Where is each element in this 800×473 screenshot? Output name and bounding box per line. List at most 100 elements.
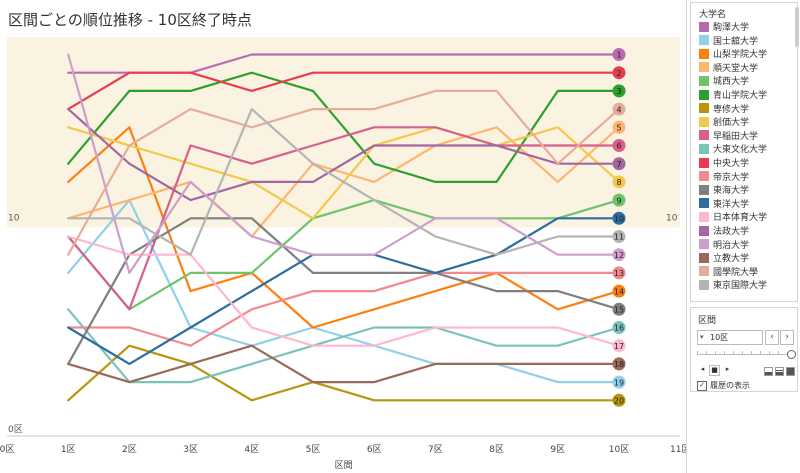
end-rank-label: 8	[616, 178, 621, 187]
legend-label: 東海大学	[713, 186, 750, 197]
legend-swatch	[699, 157, 709, 168]
legend-item[interactable]: 立教大学	[699, 252, 750, 266]
legend-item[interactable]: 帝京大学	[699, 171, 749, 185]
legend-swatch	[699, 198, 709, 209]
end-point	[612, 375, 626, 389]
series-line	[67, 271, 621, 347]
end-rank-label: 3	[616, 87, 621, 96]
legend-item[interactable]: 駒澤大学	[699, 21, 750, 35]
legend-swatch	[699, 48, 709, 59]
speed-fast-button[interactable]	[786, 367, 795, 376]
end-point	[612, 157, 626, 171]
legend-label: 順天堂大学	[713, 63, 759, 74]
legend-item[interactable]: 専修大学	[699, 103, 750, 117]
legend-label: 早稲田大学	[713, 131, 759, 142]
end-rank-label: 13	[614, 269, 624, 278]
end-point	[612, 357, 626, 371]
prev-button[interactable]: ‹	[765, 330, 779, 345]
end-rank-label: 12	[614, 251, 624, 260]
legend-swatch	[699, 143, 709, 154]
section-dropdown[interactable]: ▾ 10区	[697, 330, 763, 345]
play-icon[interactable]: ▸	[725, 365, 730, 373]
end-rank-label: 10	[614, 215, 624, 224]
x-tick-label: 5区	[306, 444, 321, 455]
legend-item[interactable]: 創価大学	[699, 116, 749, 130]
end-point	[612, 339, 626, 353]
end-point	[612, 393, 626, 407]
legend-item[interactable]: 早稲田大学	[699, 130, 759, 144]
legend-label: 東洋大学	[713, 199, 750, 210]
legend: 大学名 駒澤大学国士舘大学 山梨学院大学 順天堂大学 城西大学青山学院大学 専修大学 創価…	[690, 2, 799, 302]
end-rank-label: 9	[616, 196, 621, 205]
end-rank-label: 11	[614, 233, 624, 242]
legend-item[interactable]: 東洋大学	[699, 198, 750, 212]
series-line	[67, 199, 621, 311]
x-tick-label: 9区	[550, 444, 565, 455]
legend-item[interactable]: 東京国際大学	[699, 279, 768, 293]
slider-handle[interactable]	[787, 350, 796, 359]
legend-label: 青山学院大学	[713, 91, 768, 101]
x-tick-label: 3区	[183, 444, 198, 455]
ref-label-left: 10	[8, 213, 20, 223]
legend-label: 専修大学	[713, 104, 750, 115]
ref-label-right: 10	[666, 213, 678, 223]
stop-button[interactable]: ■	[709, 365, 720, 376]
legend-item[interactable]: 順天堂大学	[699, 62, 759, 76]
speed-medium-button[interactable]	[775, 367, 784, 376]
legend-item[interactable]: 国士舘大学	[699, 35, 758, 49]
filter-title: 区間	[698, 316, 717, 326]
x-axis-label: 区間	[335, 460, 353, 471]
legend-label: 東京国際大学	[713, 281, 768, 292]
x-tick-label: 6区	[367, 444, 382, 455]
legend-item[interactable]: 東海大学	[699, 184, 750, 198]
legend-item[interactable]: 法政大学	[699, 225, 749, 239]
x-tick-label: 0区	[0, 444, 14, 455]
seed-band	[7, 37, 681, 228]
end-rank-label: 6	[616, 142, 621, 151]
legend-item[interactable]: 城西大学	[699, 75, 749, 89]
legend-label: 中央大学	[713, 159, 750, 169]
history-checkbox[interactable]: ✓	[697, 380, 707, 391]
end-rank-label: 14	[614, 287, 624, 296]
end-point	[612, 321, 626, 334]
end-rank-label: 2	[616, 69, 621, 78]
history-label: 履歴の表示	[710, 381, 750, 390]
series-line	[67, 107, 621, 202]
end-point	[612, 175, 626, 189]
legend-swatch	[699, 184, 709, 195]
legend-item[interactable]: 明治大学	[699, 239, 749, 253]
end-rank-label: 17	[614, 342, 624, 351]
legend-scrollbar[interactable]	[795, 7, 799, 47]
speed-slow-button[interactable]	[764, 367, 773, 376]
end-point	[612, 266, 626, 280]
end-rank-label: 15	[614, 306, 624, 315]
panel-divider	[686, 0, 687, 473]
history-toggle[interactable]: ✓ 履歴の表示	[697, 380, 750, 391]
next-button[interactable]: ›	[780, 330, 794, 345]
back-icon[interactable]: ◂	[700, 365, 705, 373]
legend-item[interactable]: 中央大学	[699, 157, 750, 171]
page-title: 区間ごとの順位推移 - 10区終了時点	[8, 11, 252, 29]
legend-item[interactable]: 山梨学院大学	[699, 48, 767, 62]
series-line	[67, 89, 621, 256]
x-tick-label: 11区	[670, 444, 686, 455]
legend-item[interactable]: 日本体育大学	[699, 211, 767, 225]
end-point	[612, 120, 626, 134]
legend-item[interactable]: 青山学院大学	[699, 89, 768, 103]
end-point	[612, 230, 626, 243]
legend-swatch	[699, 62, 709, 73]
legend-item[interactable]: 大東文化大学	[699, 143, 768, 157]
legend-swatch	[699, 75, 709, 86]
side-panel: 大学名 駒澤大学国士舘大学 山梨学院大学 順天堂大学 城西大学青山学院大学 専修大学 創価…	[688, 0, 800, 473]
end-rank-label: 16	[614, 324, 624, 333]
legend-label: 立教大学	[713, 254, 750, 265]
legend-label: 大東文化大学	[713, 145, 768, 156]
end-point	[612, 248, 626, 262]
series-line	[67, 344, 621, 384]
legend-label: 國學院大學	[713, 267, 759, 278]
legend-label: 駒澤大学	[713, 23, 750, 33]
section-slider[interactable]	[697, 354, 787, 355]
legend-item[interactable]: 國學院大學	[699, 266, 759, 280]
end-point	[612, 193, 626, 207]
legend-title: 大学名	[699, 10, 727, 20]
